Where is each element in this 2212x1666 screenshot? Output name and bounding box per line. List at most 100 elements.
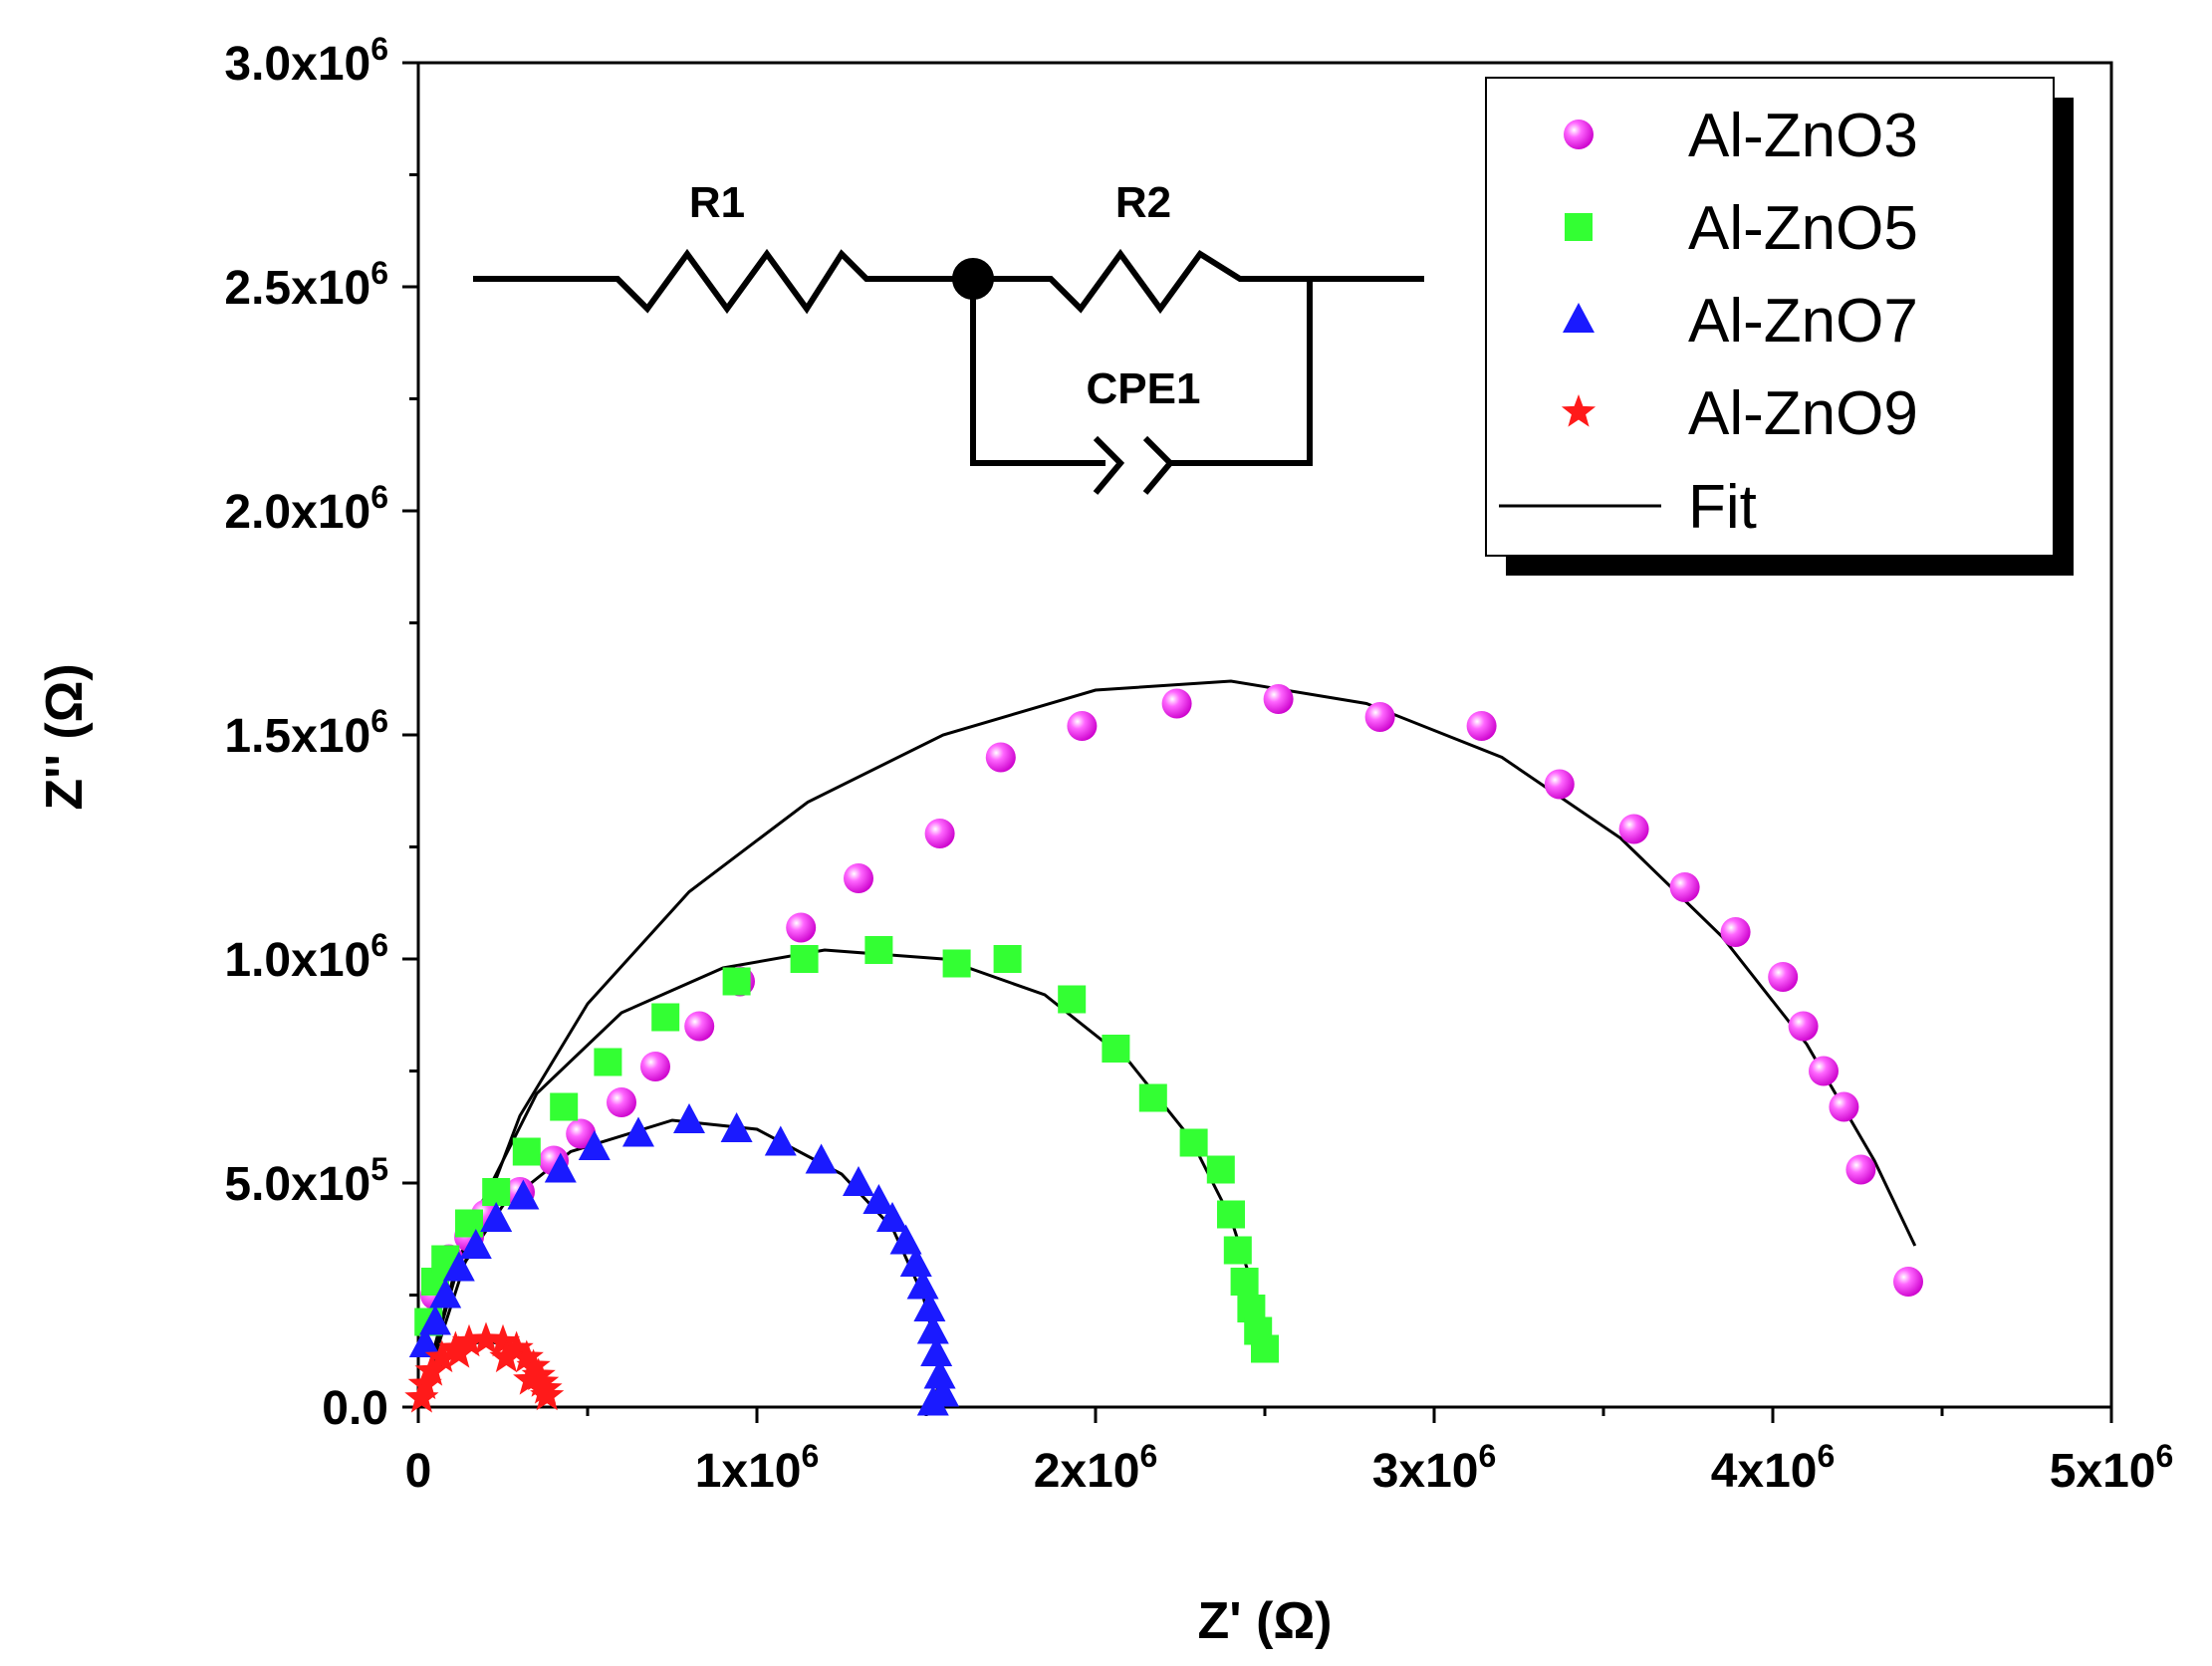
data-point-al-zno7 bbox=[805, 1143, 838, 1174]
y-tick-exponent: 6 bbox=[370, 255, 388, 291]
data-point-al-zno7 bbox=[906, 1269, 939, 1300]
series-al-zno5 bbox=[414, 936, 1279, 1363]
data-point-al-zno7 bbox=[507, 1179, 540, 1210]
data-point-al-zno5 bbox=[722, 967, 751, 996]
legend-label-al-zno9: Al-ZnO9 bbox=[1688, 379, 1918, 448]
y-axis-title: Z'' (Ω) bbox=[36, 663, 94, 810]
cpe-wire-right bbox=[1170, 279, 1313, 466]
data-point-al-zno5 bbox=[790, 945, 819, 973]
legend: Al-ZnO3 Al-ZnO5 Al-ZnO7 Al-ZnO9 Fit bbox=[1485, 77, 2074, 576]
cpe-plate-left bbox=[1093, 435, 1125, 495]
series-layer bbox=[404, 684, 1923, 1416]
data-point-al-zno3 bbox=[1618, 814, 1649, 844]
y-tick-label: 2.5x106 bbox=[224, 255, 388, 315]
y-tick-label: 0.0 bbox=[322, 1382, 388, 1435]
equivalent-circuit bbox=[473, 248, 1424, 495]
data-point-al-zno5 bbox=[993, 945, 1022, 973]
data-point-al-zno3 bbox=[1669, 872, 1700, 902]
circuit-label-r2: R2 bbox=[1115, 178, 1171, 227]
y-tick-label: 5.0x105 bbox=[224, 1151, 388, 1211]
data-point-al-zno7 bbox=[408, 1327, 441, 1357]
series-al-zno9 bbox=[404, 1321, 565, 1413]
data-point-al-zno5 bbox=[594, 1048, 622, 1076]
x-tick-exponent: 6 bbox=[1139, 1438, 1157, 1474]
data-point-al-zno9 bbox=[499, 1330, 534, 1364]
data-point-al-zno5 bbox=[1058, 985, 1087, 1014]
data-point-al-zno5 bbox=[550, 1092, 579, 1121]
circuit-label-r1: R1 bbox=[689, 178, 745, 227]
data-point-al-zno7 bbox=[442, 1251, 475, 1282]
fit-line-al-zno5 bbox=[416, 948, 1267, 1408]
y-tick-label: 1.0x106 bbox=[224, 927, 388, 987]
x-tick-exponent: 6 bbox=[2155, 1438, 2173, 1474]
legend-label-al-zno5: Al-ZnO5 bbox=[1688, 194, 1918, 263]
y-tick-exponent: 6 bbox=[370, 927, 388, 963]
data-point-al-zno9 bbox=[485, 1323, 521, 1357]
data-point-al-zno7 bbox=[916, 1313, 949, 1344]
y-tick-labels: 0.0 5.0x105 1.0x106 1.5x106 2.0x106 2.5x106 3.… bbox=[224, 31, 388, 1435]
x-axis-title: Z' (Ω) bbox=[1198, 1592, 1333, 1650]
data-point-al-zno7 bbox=[899, 1247, 932, 1277]
data-point-al-zno3 bbox=[684, 1011, 715, 1042]
legend-label-fit: Fit bbox=[1688, 473, 1757, 542]
data-point-al-zno3 bbox=[844, 863, 873, 893]
data-point-al-zno7 bbox=[622, 1116, 654, 1147]
x-tick-exponent: 6 bbox=[1478, 1438, 1496, 1474]
data-point-al-zno7 bbox=[913, 1292, 946, 1321]
legend-marker-al-zno7 bbox=[1563, 303, 1595, 333]
data-point-al-zno3 bbox=[566, 1118, 597, 1149]
data-point-al-zno3 bbox=[640, 1052, 670, 1081]
data-point-al-zno7 bbox=[480, 1202, 513, 1232]
data-point-al-zno5 bbox=[942, 949, 971, 978]
data-point-al-zno5 bbox=[1230, 1268, 1259, 1296]
data-point-al-zno5 bbox=[482, 1178, 511, 1206]
circuit-wire-left bbox=[473, 248, 971, 315]
data-point-al-zno3 bbox=[1544, 769, 1575, 800]
data-point-al-zno9 bbox=[513, 1362, 548, 1395]
x-tick-label: 5x106 bbox=[2050, 1438, 2174, 1498]
data-point-al-zno3 bbox=[1263, 684, 1294, 714]
x-tick-label: 1x106 bbox=[695, 1438, 820, 1498]
data-point-al-zno7 bbox=[459, 1229, 492, 1259]
fit-line-al-zno3 bbox=[416, 679, 1917, 1408]
x-tick-label: 2x106 bbox=[1034, 1438, 1158, 1498]
legend-items: Al-ZnO3 Al-ZnO5 Al-ZnO7 Al-ZnO9 bbox=[1561, 102, 1918, 448]
y-tick-exponent: 5 bbox=[370, 1151, 388, 1187]
data-point-al-zno7 bbox=[862, 1184, 895, 1214]
y-tick-label: 1.5x106 bbox=[224, 703, 388, 763]
data-point-al-zno5 bbox=[1206, 1155, 1235, 1184]
data-point-al-zno3 bbox=[786, 912, 817, 943]
data-point-al-zno9 bbox=[414, 1353, 449, 1386]
cpe-branch bbox=[970, 297, 1106, 466]
data-point-al-zno5 bbox=[1179, 1128, 1208, 1157]
data-point-al-zno5 bbox=[1251, 1334, 1279, 1363]
data-point-al-zno9 bbox=[451, 1323, 487, 1357]
resistor-r2 bbox=[991, 248, 1424, 315]
x-tick-label: 3x106 bbox=[1372, 1438, 1497, 1498]
data-point-al-zno7 bbox=[916, 1385, 949, 1416]
data-point-al-zno3 bbox=[1067, 711, 1098, 741]
data-point-al-zno7 bbox=[876, 1202, 908, 1232]
x-tick-label: 4x106 bbox=[1711, 1438, 1836, 1498]
data-point-al-zno7 bbox=[764, 1125, 797, 1156]
y-tick-exponent: 6 bbox=[370, 703, 388, 739]
data-point-al-zno3 bbox=[1893, 1267, 1923, 1297]
y-tick-label: 3.0x106 bbox=[224, 31, 388, 91]
data-point-al-zno7 bbox=[923, 1358, 956, 1389]
series-al-zno7 bbox=[408, 1103, 959, 1416]
data-point-al-zno3 bbox=[1466, 711, 1497, 741]
data-point-al-zno5 bbox=[455, 1209, 483, 1238]
legend-marker-al-zno5 bbox=[1565, 213, 1593, 241]
data-point-al-zno3 bbox=[1809, 1056, 1839, 1086]
data-point-al-zno3 bbox=[985, 742, 1016, 773]
x-tick-labels: 0 1x106 2x106 3x106 4x106 5x106 bbox=[405, 1438, 2174, 1498]
fit-line-al-zno7 bbox=[416, 1118, 942, 1408]
data-point-al-zno5 bbox=[651, 1003, 680, 1032]
data-point-al-zno5 bbox=[864, 936, 893, 964]
data-point-al-zno7 bbox=[920, 1336, 953, 1366]
data-point-al-zno7 bbox=[889, 1224, 922, 1255]
y-tick-label: 2.0x106 bbox=[224, 479, 388, 539]
data-point-al-zno5 bbox=[512, 1137, 541, 1166]
data-point-al-zno3 bbox=[1364, 702, 1395, 732]
x-tick-exponent: 6 bbox=[1817, 1438, 1835, 1474]
